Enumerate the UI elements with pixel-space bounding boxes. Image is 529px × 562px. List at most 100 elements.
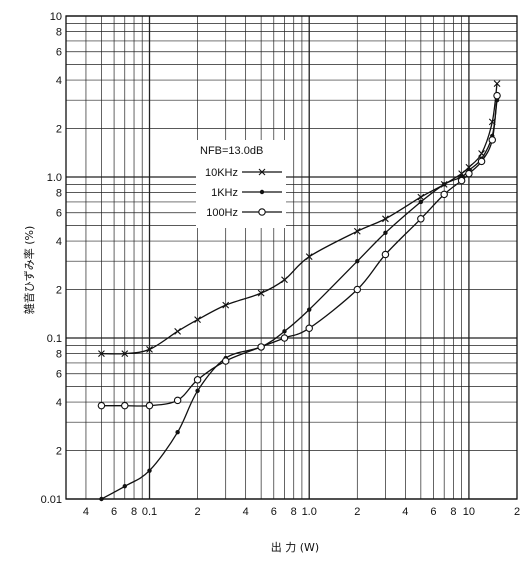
x-tick-label: 2 (514, 506, 520, 518)
y-tick-label: 2 (56, 285, 62, 297)
x-tick-label: 4 (243, 506, 249, 518)
x-tick-label: 6 (271, 506, 277, 518)
legend-marker-10khz-stroke (258, 168, 266, 176)
x-tick-label: 6 (111, 506, 117, 518)
data-point-100hz (121, 401, 129, 410)
data-point-1khz (99, 496, 104, 502)
y-tick-labels: 0.01 2 4 6 8 0.1 2 4 6 8 1.0 2 4 6 8 10 (41, 11, 62, 506)
data-point-10khz-stroke (417, 193, 425, 201)
data-point-100hz (280, 334, 289, 342)
legend-background (196, 140, 286, 228)
series-lines (97, 80, 501, 502)
y-tick-label: 2 (56, 124, 62, 136)
plot-border (65, 15, 518, 500)
data-point-10khz (382, 215, 389, 223)
legend-label-100hz: 100Hz (206, 207, 238, 219)
x-tick-label: 6 (430, 506, 436, 518)
data-point-10khz (174, 327, 182, 335)
data-point-1khz (175, 429, 180, 435)
data-point-10khz-stroke (493, 80, 501, 88)
data-point-10khz-stroke (353, 227, 361, 235)
x-tick-labels: 4 6 8 0.1 2 4 6 8 1.0 2 4 6 8 10 2 (83, 506, 520, 518)
y-tick-label: 4 (56, 236, 62, 248)
x-tick-label: 8 (450, 506, 456, 518)
data-point-10khz-stroke (257, 289, 265, 297)
legend-marker-10khz (258, 168, 266, 176)
data-point-10khz (417, 193, 425, 201)
data-point-10khz (493, 80, 501, 88)
data-point-10khz (305, 253, 313, 261)
data-point-10khz-stroke (222, 301, 230, 309)
data-point-100hz (193, 376, 202, 384)
data-point-10khz-stroke (465, 163, 473, 171)
data-point-10khz (121, 350, 129, 357)
y-tick-label: 6 (56, 208, 62, 220)
data-point-10khz-stroke (146, 345, 153, 353)
data-point-10khz (353, 227, 361, 235)
data-point-10khz (98, 350, 105, 357)
y-tick-label: 8 (56, 27, 62, 39)
y-tick-label: 10 (50, 11, 62, 23)
data-point-100hz (457, 176, 466, 185)
y-tick-label: 1.0 (47, 172, 62, 184)
series-line-1khz (101, 100, 498, 500)
legend-title: NFB=13.0dB (200, 145, 263, 157)
y-tick-label: 8 (56, 349, 62, 361)
data-point-10khz-stroke (458, 170, 466, 177)
data-point-10khz (257, 289, 265, 297)
data-point-100hz (257, 343, 265, 351)
data-point-1khz (355, 258, 360, 264)
legend-marker-100hz (258, 208, 266, 216)
x-tick-label: 2 (354, 506, 360, 518)
data-point-10khz-stroke (478, 150, 485, 157)
x-tick-label: 4 (402, 506, 408, 518)
data-point-10khz-stroke (174, 327, 182, 335)
x-tick-label: 8 (131, 506, 137, 518)
data-point-10khz-stroke (121, 350, 129, 357)
y-tick-label: 2 (56, 446, 62, 458)
data-point-1khz (122, 484, 127, 489)
data-point-100hz (305, 324, 313, 332)
y-tick-label: 4 (56, 397, 62, 409)
data-point-1khz (307, 307, 312, 312)
series-line-10khz (101, 83, 498, 355)
data-point-1khz (282, 329, 287, 334)
y-tick-label: 4 (56, 75, 62, 87)
x-tick-label: 10 (463, 506, 475, 518)
series-line-100hz (101, 95, 498, 407)
data-point-10khz-stroke (98, 350, 105, 357)
data-point-10khz-stroke (281, 276, 288, 284)
data-point-100hz (97, 401, 106, 410)
data-point-100hz (173, 396, 182, 405)
data-point-10khz (281, 276, 288, 284)
data-point-10khz-stroke (194, 316, 201, 324)
data-point-100hz (465, 169, 473, 178)
x-axis-label: 出 力 (W) (271, 540, 319, 554)
data-point-100hz (493, 91, 501, 100)
y-tick-label: 0.1 (47, 333, 62, 345)
x-tick-label: 0.1 (142, 506, 157, 518)
x-tick-label: 4 (83, 506, 89, 518)
y-tick-label: 6 (56, 47, 62, 59)
legend-marker-1khz (259, 189, 265, 195)
data-point-100hz (353, 285, 362, 294)
data-point-100hz (381, 250, 390, 259)
data-point-10khz (146, 345, 153, 353)
y-tick-label: 6 (56, 369, 62, 381)
data-point-100hz (477, 157, 486, 166)
grid (65, 15, 518, 500)
x-tick-label: 8 (291, 506, 297, 518)
data-point-100hz (488, 136, 497, 144)
legend: NFB=13.0dB 10KHz 1KHz 100Hz (196, 140, 286, 228)
data-point-10khz (222, 301, 230, 309)
data-point-100hz (417, 215, 425, 223)
legend-label-1khz: 1KHz (211, 187, 238, 199)
y-axis-label: 雑音ひずみ率 (%) (22, 226, 36, 315)
data-point-1khz (418, 199, 424, 205)
data-point-1khz (147, 468, 152, 473)
data-point-10khz-stroke (305, 253, 313, 261)
data-point-100hz (440, 190, 448, 199)
data-point-1khz (195, 388, 200, 393)
data-point-10khz-stroke (382, 215, 389, 223)
